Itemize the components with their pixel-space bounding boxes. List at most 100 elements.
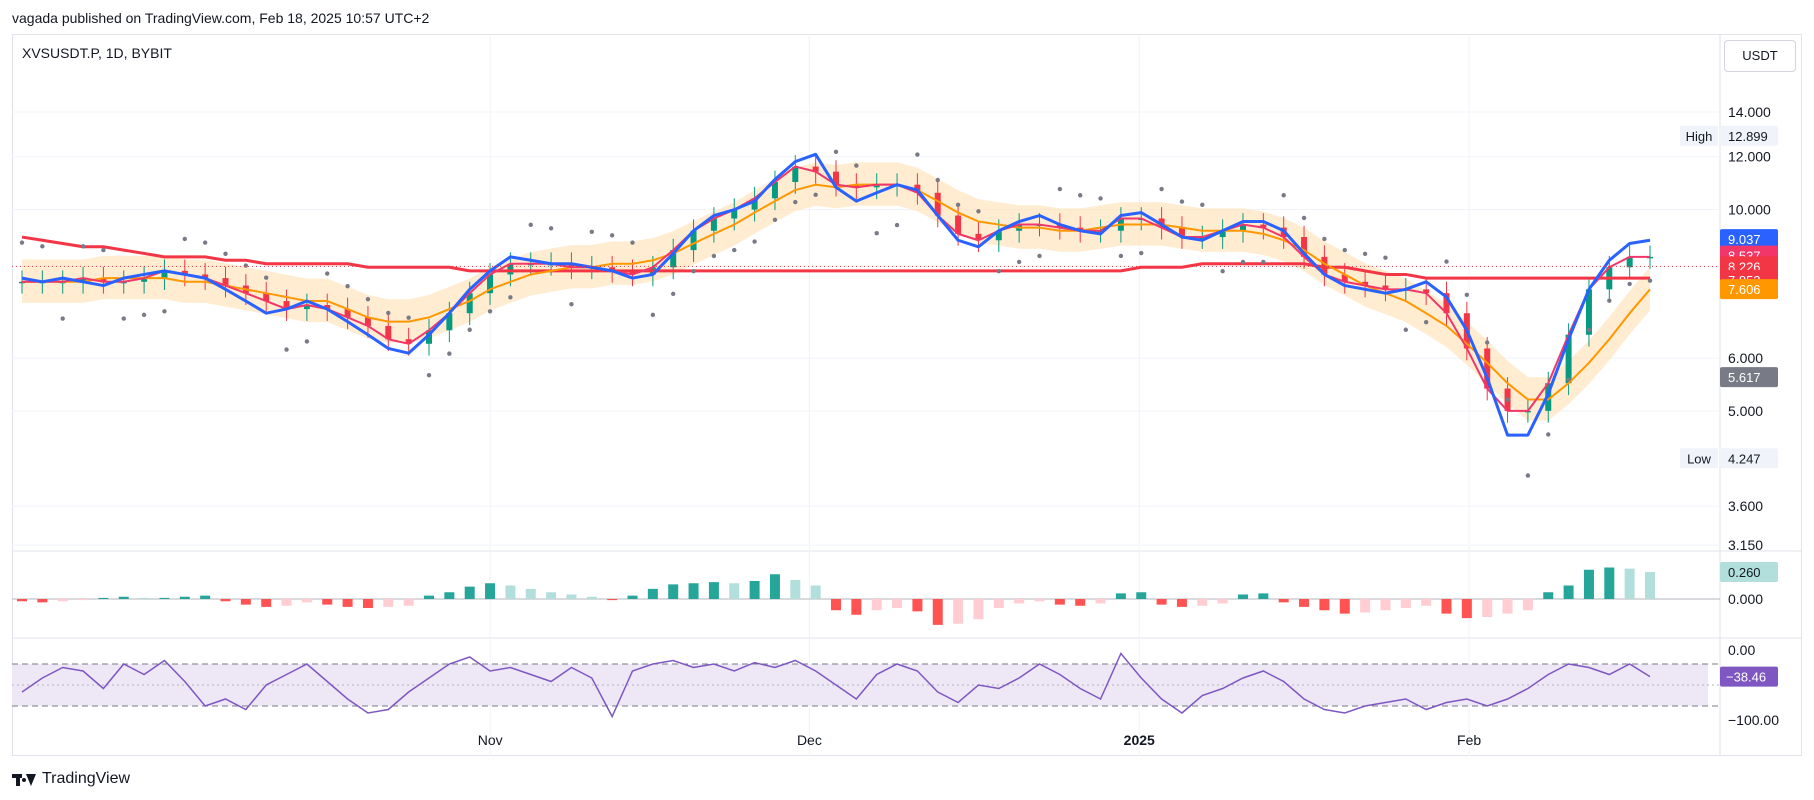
candle-body (446, 313, 453, 331)
candle-body (670, 250, 677, 268)
macd-bar (708, 582, 719, 599)
macd-tick-label: 0.000 (1728, 591, 1763, 607)
macd-bar (1645, 572, 1655, 599)
sar-dot (467, 327, 472, 332)
macd-bar (505, 585, 516, 599)
macd-bar (444, 592, 455, 599)
sar-dot (284, 347, 289, 352)
candle-body (792, 166, 799, 183)
macd-bar (1034, 599, 1045, 602)
macd-bar (78, 599, 89, 601)
candle-body (812, 166, 819, 172)
macd-bar (1461, 599, 1472, 619)
sar-dot (325, 271, 330, 276)
macd-bar (607, 599, 618, 601)
sar-dot (80, 244, 86, 249)
macd-bar (1583, 569, 1594, 599)
macd-bar (1502, 599, 1513, 614)
sar-dot (1057, 186, 1063, 192)
macd-bar (1624, 568, 1635, 599)
sar-dot (1037, 253, 1042, 259)
candle-body (873, 184, 880, 188)
macd-bar (37, 599, 48, 603)
sar-dot (915, 152, 920, 157)
candle-body (975, 233, 982, 241)
price-tick-label: 12.000 (1728, 149, 1771, 165)
macd-bar (1380, 599, 1391, 611)
candle-body (324, 305, 331, 310)
candle-body (833, 171, 839, 185)
sar-dot (1444, 259, 1449, 264)
sar-dot (711, 253, 717, 259)
macd-value-tag: 0.260 (1728, 565, 1761, 580)
sar-dot (1383, 255, 1388, 260)
sar-dot (1220, 268, 1225, 274)
macd-bar (301, 599, 312, 603)
sar-dot (813, 192, 818, 197)
macd-bar (362, 599, 373, 608)
candle-body (181, 270, 188, 275)
chart-frame (12, 34, 1802, 756)
macd-bar (1319, 599, 1330, 611)
macd-bar (1522, 599, 1533, 611)
sar-dot (101, 247, 106, 253)
macd-bar (1054, 599, 1065, 605)
macd-bar (281, 599, 292, 606)
macd-bar (1604, 567, 1615, 599)
candle-body (751, 198, 758, 210)
candle-body (710, 218, 717, 231)
sar-dot (1301, 215, 1307, 221)
sar-dot (1200, 202, 1205, 207)
footer-brand[interactable]: TradingView (12, 770, 130, 788)
sar-dot (833, 149, 839, 155)
axis-labels: 14.000 12.000 10.000 6.000 5.000 3.600 3.150 No… (478, 104, 1779, 748)
sar-dot (650, 312, 656, 318)
currency-button[interactable]: USDT (1724, 40, 1796, 72)
grid (12, 34, 1802, 756)
time-tick-label: Dec (797, 732, 822, 748)
sar-dot (1362, 251, 1368, 257)
macd-bar (871, 599, 882, 611)
macd-bar (118, 596, 129, 599)
macd-bar (179, 596, 190, 599)
macd-bar (1115, 593, 1126, 599)
sar-dot (1179, 199, 1185, 204)
sar-dot (630, 240, 635, 245)
macd-bar (159, 597, 170, 599)
sar-dot (1139, 250, 1144, 256)
sar-dot (202, 240, 208, 245)
candle-body (364, 317, 371, 326)
sar-dot (874, 230, 879, 236)
macd-bar (810, 585, 821, 599)
price-tag-caption-bg (1680, 125, 1718, 146)
macd-bar (546, 592, 557, 599)
sar-dot (264, 275, 269, 280)
macd-bar (220, 599, 231, 602)
macd-bar (993, 599, 1004, 608)
macd-bar (1176, 599, 1187, 607)
sar-dot (894, 222, 900, 228)
candle-body (955, 215, 962, 234)
candle-body (690, 230, 697, 251)
sar-dot (691, 268, 696, 274)
sar-dot (548, 226, 554, 231)
candle-body (1321, 256, 1328, 275)
candle-body (853, 184, 860, 188)
macd-bar (749, 581, 760, 599)
sar-dot (365, 297, 371, 302)
sar-dot (732, 247, 737, 253)
sar-dot (182, 236, 187, 242)
candle-body (609, 267, 616, 271)
sar-dot (162, 309, 167, 314)
price-tag-bg (1720, 229, 1778, 250)
macd-bar (464, 586, 475, 599)
sar-dot (1607, 298, 1612, 303)
candle-body (344, 309, 351, 318)
candle-body (1585, 289, 1592, 335)
candle-body (1362, 281, 1369, 286)
sar-dot (1240, 259, 1246, 265)
sar-dot (1627, 281, 1632, 287)
macd-bar (200, 595, 211, 599)
macd-bar (1238, 594, 1248, 599)
